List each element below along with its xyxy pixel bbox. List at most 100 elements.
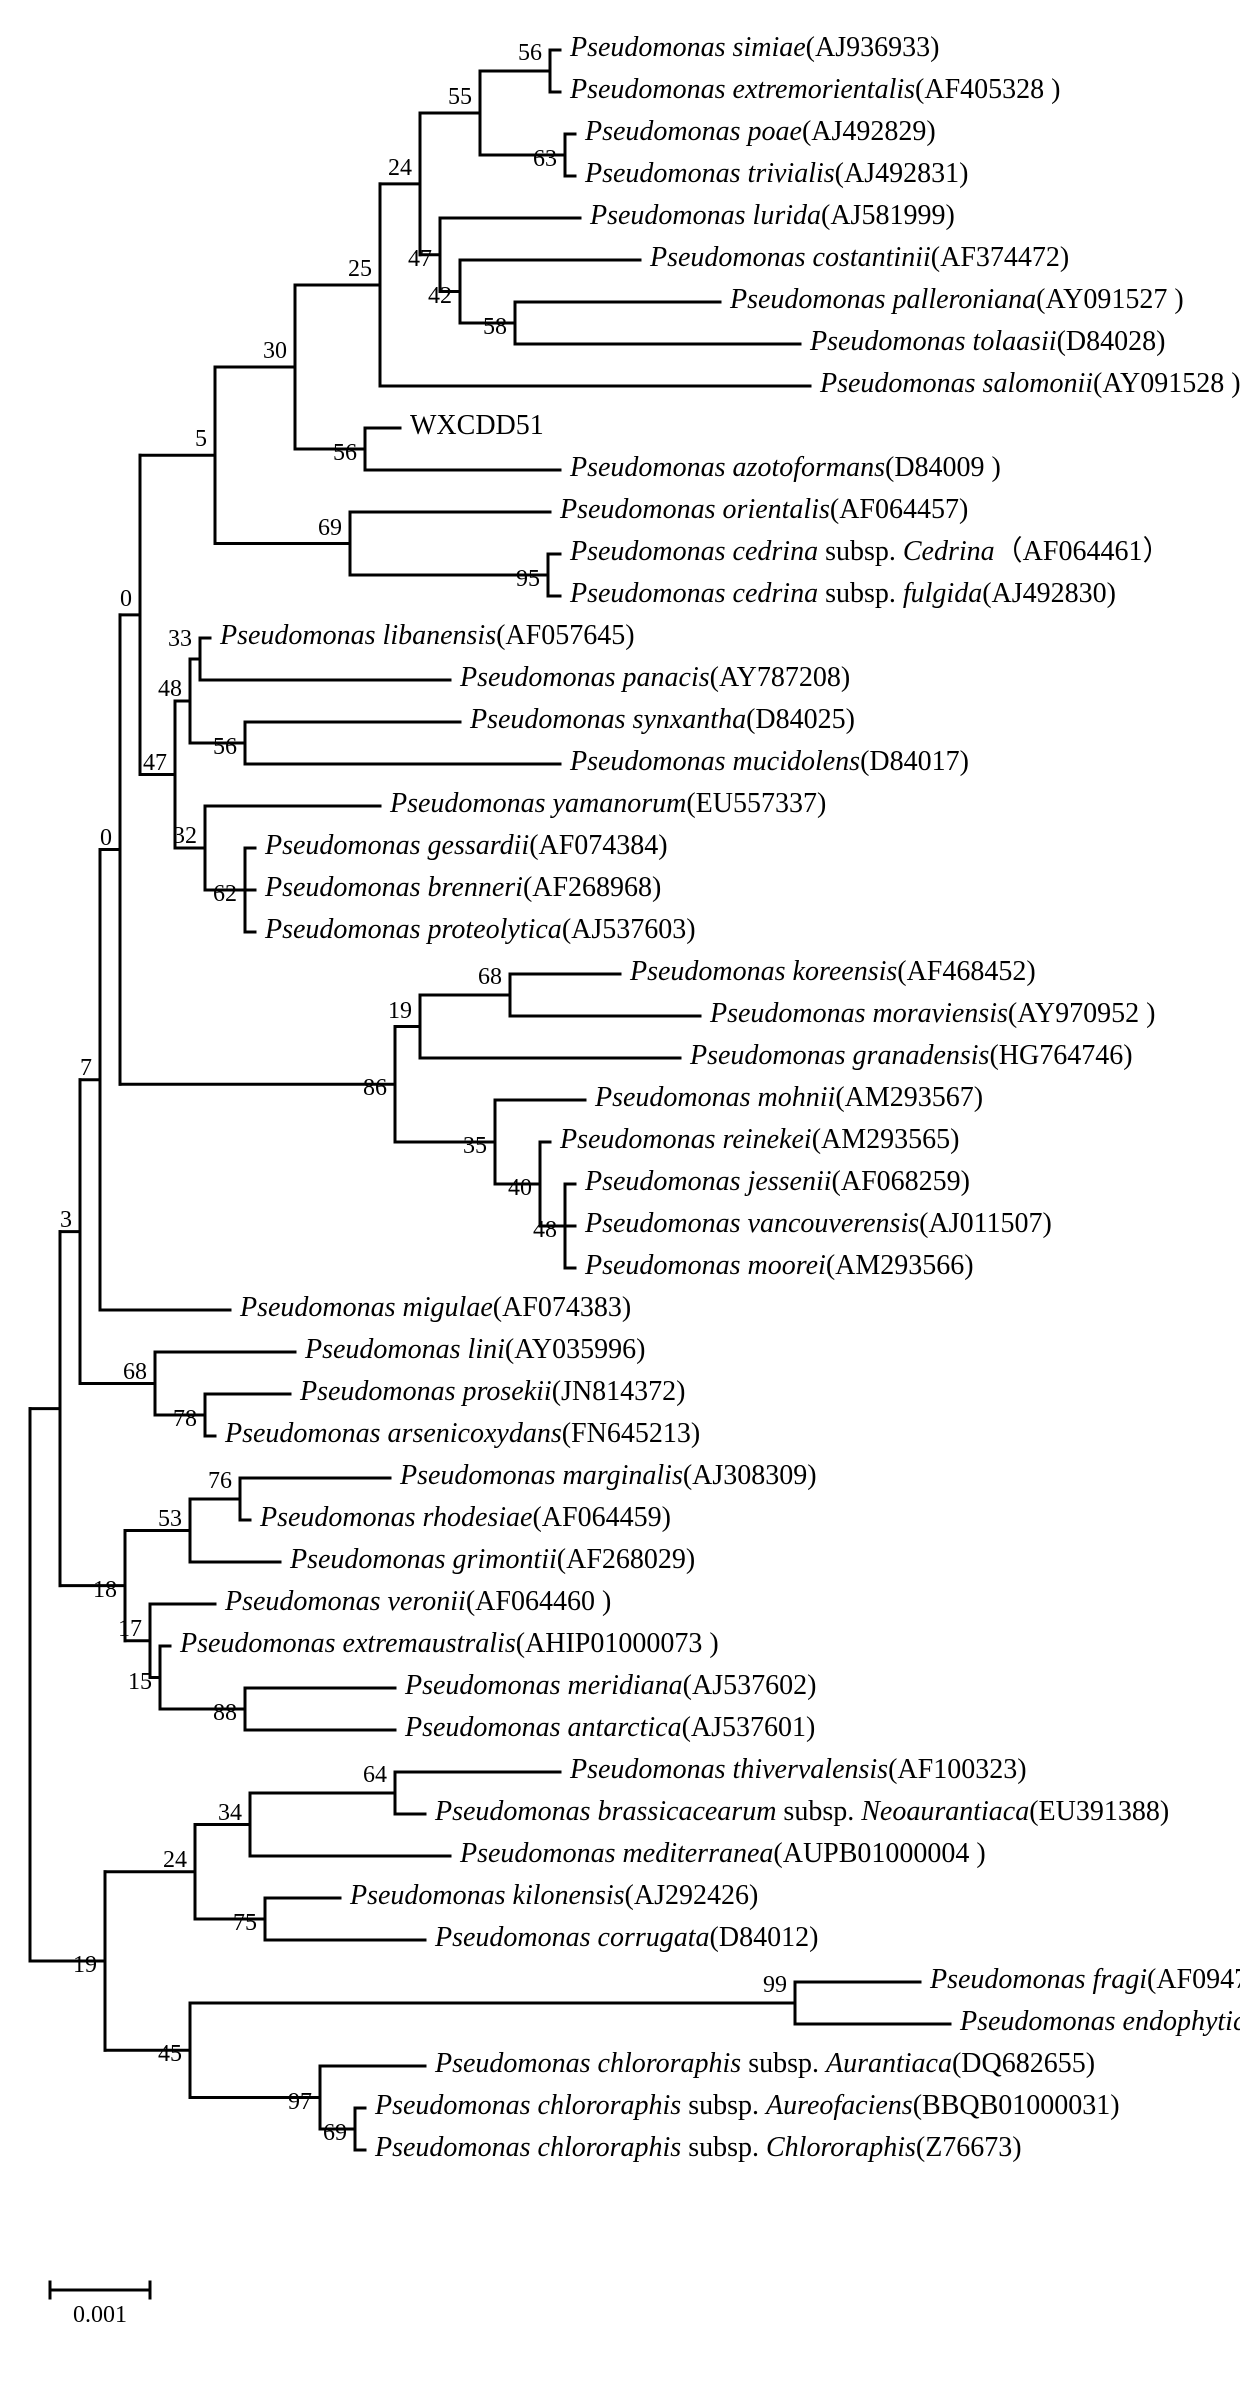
taxon-accession: (AJ537602) (683, 1670, 817, 1701)
bootstrap-value: 18 (67, 1578, 117, 1602)
taxon-label: Pseudomonas brassicacearum subsp. Neoaur… (435, 1798, 1169, 1826)
taxon-genus: Pseudomonas (585, 158, 741, 189)
taxon-accession: (AJ537601) (682, 1712, 816, 1743)
taxon-species: poae (748, 116, 802, 147)
taxon-genus: Pseudomonas (265, 830, 421, 861)
taxon-genus: Pseudomonas (260, 1502, 416, 1533)
bootstrap-value: 24 (137, 1848, 187, 1872)
taxon-label: Pseudomonas orientalis(AF064457) (560, 496, 968, 524)
taxon-species: arsenicoxydans (388, 1418, 562, 1449)
bootstrap-value: 25 (322, 257, 372, 281)
taxon-genus: Pseudomonas (305, 1334, 461, 1365)
taxon-accession: (AF100323) (888, 1754, 1026, 1785)
taxon-label: Pseudomonas trivialis(AJ492831) (585, 160, 968, 188)
bootstrap-value: 56 (492, 41, 542, 65)
bootstrap-value: 48 (507, 1218, 557, 1242)
taxon-species: chlororaphis (538, 2090, 682, 2121)
bootstrap-value: 5 (157, 427, 207, 451)
taxon-accession: (AF068259) (832, 1166, 970, 1197)
bootstrap-value: 19 (47, 1953, 97, 1977)
taxon-species: fragi (1093, 1964, 1147, 1995)
taxon-accession: (DQ682655) (952, 2048, 1095, 2079)
taxon-species: azotoformans (733, 452, 885, 483)
taxon-genus: Pseudomonas (460, 662, 616, 693)
taxon-genus: Pseudomonas (570, 746, 726, 777)
taxon-label: Pseudomonas libanensis(AF057645) (220, 622, 635, 650)
taxon-genus: Pseudomonas (350, 1880, 506, 1911)
taxon-label: Pseudomonas cedrina subsp. fulgida(AJ492… (570, 580, 1116, 608)
taxon-genus: Pseudomonas (570, 452, 726, 483)
taxon-subsp-name: Chlororaphis (766, 2132, 916, 2163)
taxon-genus: Pseudomonas (225, 1418, 381, 1449)
taxon-accession: (AJ537603) (562, 914, 696, 945)
taxon-accession: (AUPB01000004 ) (773, 1838, 985, 1869)
taxon-species: marginalis (563, 1460, 683, 1491)
bootstrap-value: 47 (117, 751, 167, 775)
taxon-label: Pseudomonas proteolytica(AJ537603) (265, 916, 696, 944)
bootstrap-value: 35 (437, 1134, 487, 1158)
taxon-plain: WXCDD51 (410, 410, 544, 441)
taxon-species: mohnii (758, 1082, 836, 1113)
taxon-species: simiae (733, 32, 806, 63)
bootstrap-value: 68 (452, 965, 502, 989)
taxon-label: Pseudomonas rhodesiae(AF064459) (260, 1504, 671, 1532)
taxon-species: orientalis (723, 494, 830, 525)
taxon-accession: (AM293567) (835, 1082, 983, 1113)
taxon-species: trivialis (748, 158, 835, 189)
taxon-label: Pseudomonas chlororaphis subsp. Chlorora… (375, 2134, 1022, 2162)
taxon-genus: Pseudomonas (930, 1964, 1086, 1995)
taxon-species: moorei (748, 1250, 826, 1281)
taxon-accession: (D84025) (746, 704, 855, 735)
taxon-label: Pseudomonas koreensis(AF468452) (630, 958, 1036, 986)
taxon-accession: (AF468452) (897, 956, 1035, 987)
taxon-species: cedrina (733, 578, 819, 609)
taxon-label: Pseudomonas endophytica(LN624760) (960, 2008, 1240, 2036)
taxon-label: Pseudomonas extremorientalis(AF405328 ) (570, 76, 1060, 104)
taxon-accession: (D84012) (710, 1922, 819, 1953)
taxon-genus: Pseudomonas (265, 872, 421, 903)
taxon-genus: Pseudomonas (570, 536, 726, 567)
taxon-species: chlororaphis (538, 2132, 682, 2163)
bootstrap-value: 99 (737, 1973, 787, 1997)
taxon-species: endophytica (1123, 2006, 1240, 2037)
taxon-label: Pseudomonas panacis(AY787208) (460, 664, 850, 692)
taxon-label: Pseudomonas veronii(AF064460 ) (225, 1588, 611, 1616)
taxon-accession: (AF074383) (493, 1292, 631, 1323)
taxon-species: libanensis (383, 620, 497, 651)
taxon-species: koreensis (793, 956, 898, 987)
bootstrap-value: 75 (207, 1911, 257, 1935)
taxon-accession: (AY091527 ) (1036, 284, 1184, 315)
taxon-accession: (AM293565) (812, 1124, 960, 1155)
taxon-genus: Pseudomonas (290, 1544, 446, 1575)
taxon-species: reinekei (723, 1124, 812, 1155)
bootstrap-value: 24 (362, 156, 412, 180)
taxon-label: Pseudomonas thivervalensis(AF100323) (570, 1756, 1027, 1784)
taxon-accession: (AF074384) (529, 830, 667, 861)
bootstrap-value: 34 (192, 1801, 242, 1825)
taxon-accession: (AF064460 ) (466, 1586, 611, 1617)
taxon-label: Pseudomonas tolaasii(D84028) (810, 328, 1165, 356)
taxon-species: mediterranea (623, 1838, 774, 1869)
bootstrap-value: 56 (307, 441, 357, 465)
taxon-species: thivervalensis (733, 1754, 889, 1785)
taxon-label: Pseudomonas fragi(AF094733) (930, 1966, 1240, 1994)
taxon-accession: (AY035996) (505, 1334, 646, 1365)
taxon-species: synxantha (633, 704, 747, 735)
taxon-genus: Pseudomonas (405, 1712, 561, 1743)
taxon-accession: (AM293566) (826, 1250, 974, 1281)
taxon-accession: (AJ492830) (982, 578, 1116, 609)
taxon-genus: Pseudomonas (405, 1670, 561, 1701)
taxon-subsp-word: subsp. (776, 1796, 861, 1827)
taxon-genus: Pseudomonas (435, 2048, 591, 2079)
bootstrap-value: 62 (187, 882, 237, 906)
taxon-species: extremorientalis (733, 74, 915, 105)
taxon-label: Pseudomonas brenneri(AF268968) (265, 874, 661, 902)
taxon-label: Pseudomonas kilonensis(AJ292426) (350, 1882, 758, 1910)
taxon-genus: Pseudomonas (560, 1124, 716, 1155)
taxon-accession: (AF064459) (532, 1502, 670, 1533)
taxon-label: Pseudomonas extremaustralis(AHIP01000073… (180, 1630, 719, 1658)
taxon-label: Pseudomonas gessardii(AF074384) (265, 832, 668, 860)
taxon-accession: (AY091528 ) (1093, 368, 1240, 399)
taxon-accession: （AF064461） (995, 536, 1171, 567)
taxon-accession: (AJ492829) (802, 116, 936, 147)
